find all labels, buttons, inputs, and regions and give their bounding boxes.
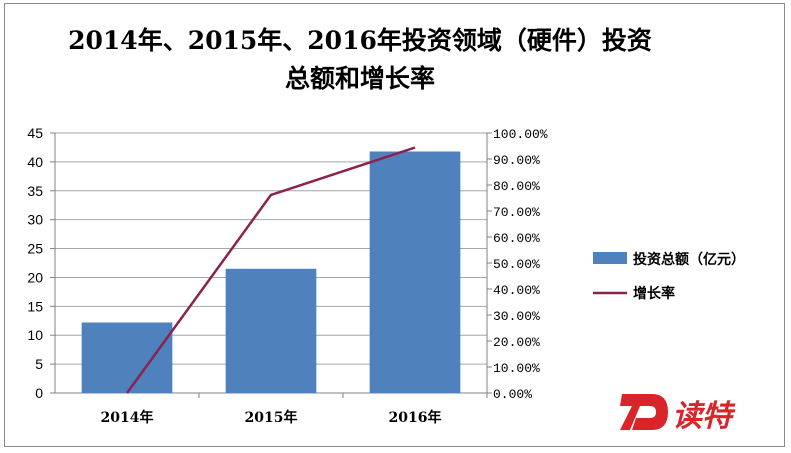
bar	[81, 322, 173, 393]
y-left-tick-label: 5	[35, 356, 43, 372]
y-left-tick-label: 15	[27, 298, 43, 314]
legend-label-bar: 投资总额（亿元）	[633, 251, 745, 268]
x-category-label: 2015年	[245, 409, 298, 426]
y-right-tick-label: 70.00%	[493, 205, 540, 220]
y-left-tick-label: 20	[27, 269, 43, 285]
logo-d-mark	[620, 394, 668, 430]
y-left-tick-label: 35	[27, 183, 43, 199]
y-left-tick-label: 10	[27, 327, 43, 343]
y-left-tick-label: 0	[35, 385, 43, 401]
y-right-tick-label: 20.00%	[493, 335, 540, 350]
y-right-tick-label: 10.00%	[493, 361, 540, 376]
watermark-text: 读特	[672, 399, 736, 434]
y-right-tick-label: 30.00%	[493, 309, 540, 324]
y-left-tick-label: 45	[27, 125, 43, 141]
x-category-label: 2014年	[101, 409, 154, 426]
legend-label-line: 增长率	[633, 285, 675, 302]
y-right-tick-label: 0.00%	[493, 387, 532, 402]
x-category-label: 2016年	[389, 409, 442, 426]
bar	[225, 268, 317, 393]
y-right-tick-label: 100.00%	[493, 127, 548, 142]
legend-swatch-bar	[593, 252, 627, 264]
y-right-tick-label: 90.00%	[493, 153, 540, 168]
y-left-tick-label: 40	[27, 154, 43, 170]
y-left-tick-label: 30	[27, 212, 43, 228]
y-right-tick-label: 80.00%	[493, 179, 540, 194]
y-right-tick-label: 40.00%	[493, 283, 540, 298]
bar	[369, 151, 461, 393]
y-right-tick-label: 60.00%	[493, 231, 540, 246]
y-right-tick-label: 50.00%	[493, 257, 540, 272]
watermark-logo: 读特	[620, 394, 736, 434]
growth-rate-line	[125, 146, 416, 394]
chart-title: 2014年、2015年、2016年投资领域（硬件）投资总额和增长率	[68, 26, 652, 93]
y-left-tick-label: 25	[27, 241, 43, 257]
